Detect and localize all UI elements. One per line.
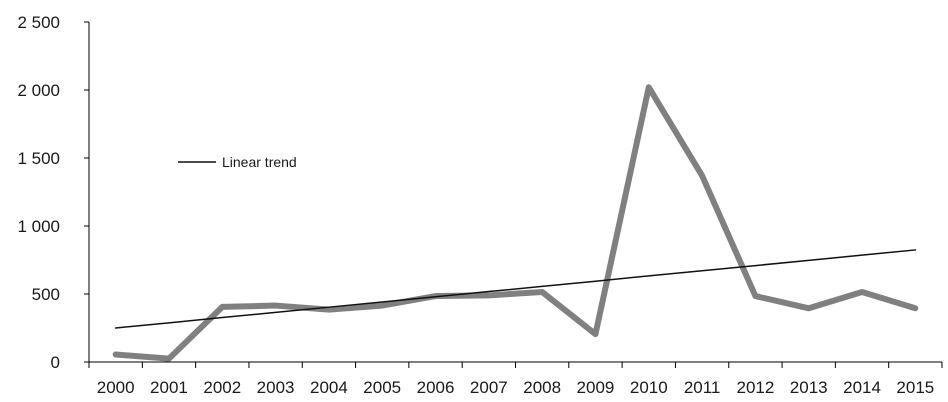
y-tick-label: 1 500 (17, 149, 60, 168)
x-tick-label: 2011 (684, 378, 721, 397)
x-tick-label: 2004 (310, 378, 348, 397)
x-tick-label: 2012 (736, 378, 774, 397)
y-tick-label: 2 000 (17, 81, 60, 100)
x-tick-label: 2008 (523, 378, 561, 397)
x-ticks: 2000 2001 2002 2003 2004 2005 2006 2007 2008 2009… (88, 362, 943, 397)
legend-label: Linear trend (222, 154, 297, 170)
y-ticks: 0 500 1 000 1 500 2 000 2 500 (17, 13, 89, 372)
x-tick-label: 2005 (363, 378, 401, 397)
x-tick-label: 2010 (630, 378, 668, 397)
x-tick-label: 2000 (97, 378, 135, 397)
x-tick-label: 2007 (470, 378, 508, 397)
y-tick-label: 0 (51, 353, 60, 372)
x-tick-label: 2006 (417, 378, 455, 397)
linear-trend-line (114, 249, 917, 329)
y-tick-label: 500 (32, 285, 60, 304)
legend: Linear trend (178, 154, 297, 170)
x-tick-label: 2003 (257, 378, 295, 397)
series-layer (112, 84, 919, 362)
x-tick-label: 2009 (577, 378, 615, 397)
x-tick-label: 2014 (843, 378, 881, 397)
data-series-line (112, 84, 919, 362)
y-tick-label: 2 500 (17, 13, 60, 32)
x-tick-label: 2001 (150, 378, 188, 397)
x-tick-label: 2013 (790, 378, 828, 397)
x-tick-label: 2015 (896, 378, 934, 397)
y-tick-label: 1 000 (17, 217, 60, 236)
x-tick-label: 2002 (203, 378, 241, 397)
